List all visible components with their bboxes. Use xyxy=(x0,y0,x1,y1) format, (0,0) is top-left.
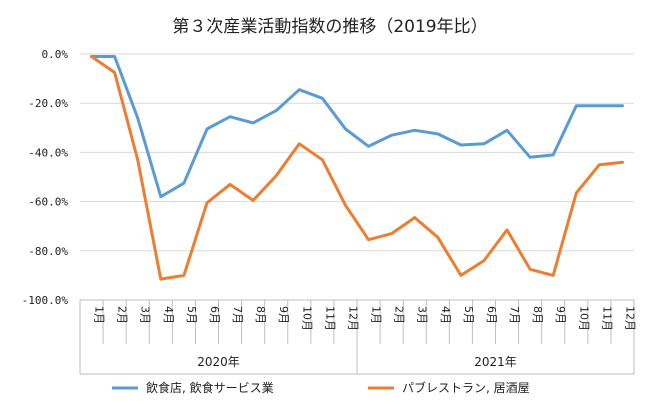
x-tick-label: 4月 xyxy=(439,306,452,324)
x-tick-label: 6月 xyxy=(208,306,221,324)
x-tick-label: 5月 xyxy=(185,306,198,324)
x-tick-label: 12月 xyxy=(346,306,359,331)
y-tick-label: 0.0% xyxy=(42,48,69,61)
x-tick-label: 3月 xyxy=(416,306,429,324)
x-tick-label: 7月 xyxy=(231,306,244,324)
x-tick-label: 11月 xyxy=(600,306,613,331)
x-group-label: 2021年 xyxy=(474,355,517,369)
x-tick-label: 12月 xyxy=(623,306,636,331)
x-tick-label: 10月 xyxy=(300,306,313,331)
chart-title: 第３次産業活動指数の推移（2019年比） xyxy=(172,17,487,37)
legend-label-2: パブレストラン, 居酒屋 xyxy=(402,380,530,395)
x-tick-label: 9月 xyxy=(554,306,567,324)
legend: 飲食店, 飲食サービス業 パブレストラン, 居酒屋 xyxy=(112,380,530,395)
x-tick-label: 7月 xyxy=(508,306,521,324)
series-line-1 xyxy=(90,55,624,199)
y-axis-ticks: 0.0% -20.0% -40.0% -60.0% -80.0% -100.0% xyxy=(22,48,69,307)
x-tick-label: 8月 xyxy=(531,306,544,324)
legend-label-1: 飲食店, 飲食サービス業 xyxy=(146,380,274,395)
x-tick-label: 2月 xyxy=(116,306,129,324)
x-tick-label: 8月 xyxy=(254,306,267,324)
series-lines xyxy=(90,55,624,281)
x-tick-label: 1月 xyxy=(93,306,106,324)
x-tick-label: 3月 xyxy=(139,306,152,324)
x-tick-label: 10月 xyxy=(577,306,590,331)
x-tick-label: 5月 xyxy=(462,306,475,324)
x-tick-label: 4月 xyxy=(162,306,175,324)
x-tick-label: 9月 xyxy=(277,306,290,324)
y-tick-label: -80.0% xyxy=(28,245,68,258)
y-tick-label: -20.0% xyxy=(28,97,68,110)
series-line-2 xyxy=(90,55,624,281)
x-tick-label: 6月 xyxy=(485,306,498,324)
grid xyxy=(80,53,634,301)
y-tick-label: -60.0% xyxy=(28,196,68,209)
x-tick-label: 11月 xyxy=(323,306,336,331)
x-axis: 1月 2月 3月 4月 5月 6月 7月 8月 9月 10月 11月 12月 1月 2月 3月 4月 5月 6月 7… xyxy=(79,299,636,375)
x-tick-label: 1月 xyxy=(370,306,383,324)
x-tick-label: 2月 xyxy=(393,306,406,324)
y-tick-label: -100.0% xyxy=(22,294,69,307)
x-group-label: 2020年 xyxy=(197,355,240,369)
y-tick-label: -40.0% xyxy=(28,146,68,159)
